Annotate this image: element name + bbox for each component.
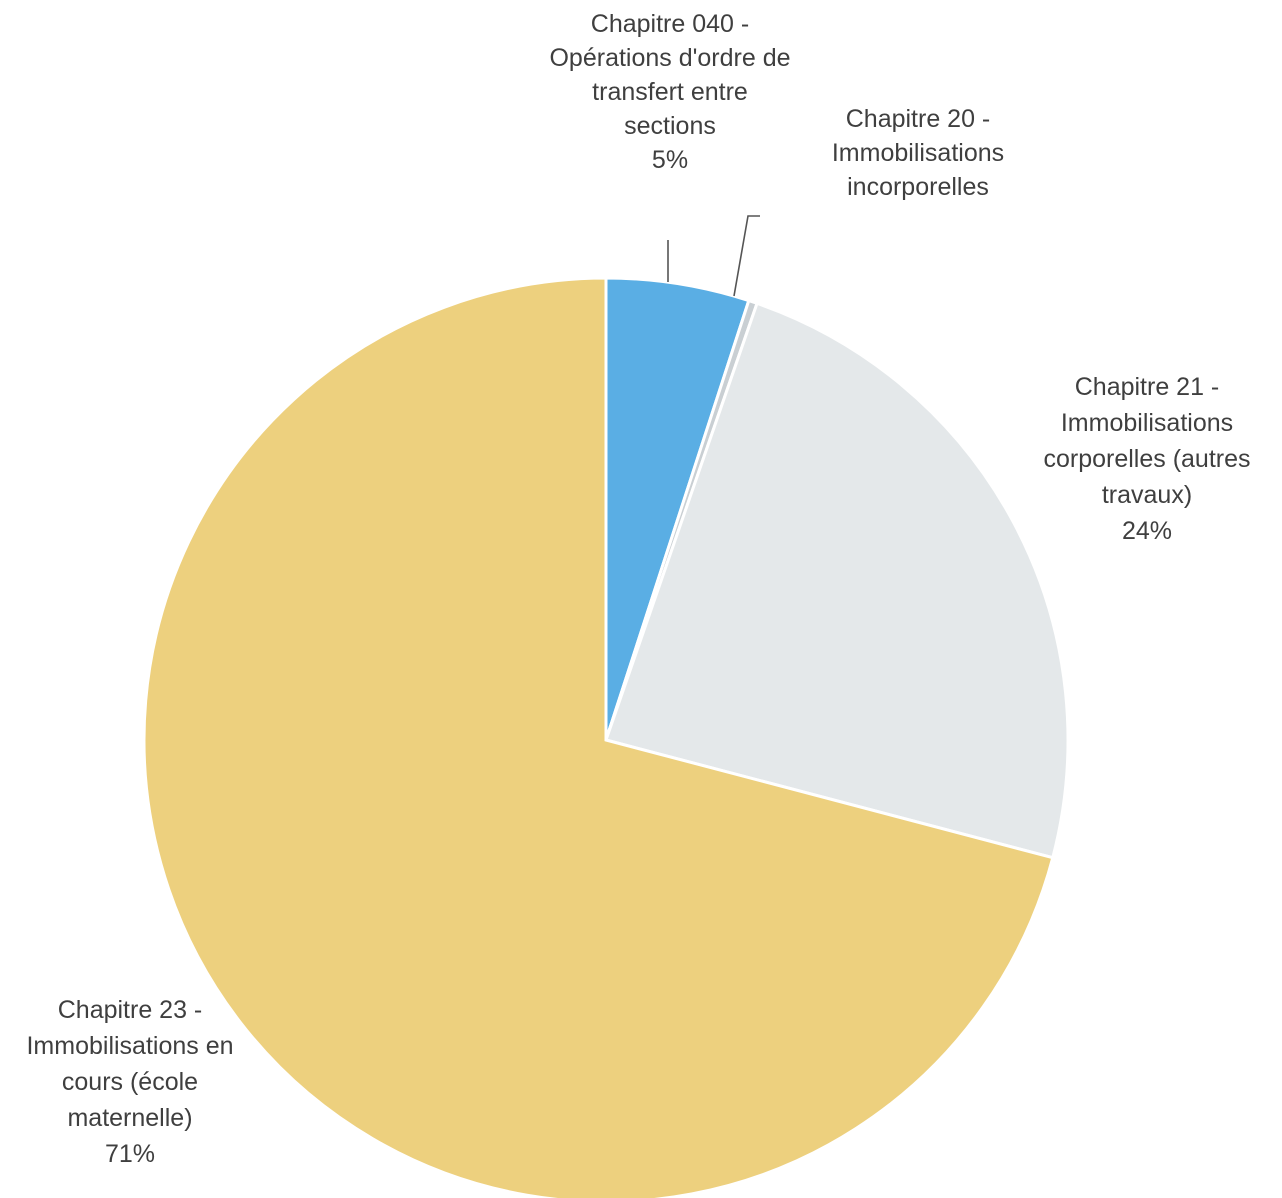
slice-label-4: Chapitre 23 - Immobilisations en cours (éc… xyxy=(26,996,233,1168)
slice-label-2: Chapitre 20 - Immobilisations incorporelle… xyxy=(832,105,1004,201)
slice-label-line: Immobilisations xyxy=(832,139,1004,167)
slice-percent: 24% xyxy=(1122,517,1172,545)
slice-label-line: Opérations d'ordre de xyxy=(549,44,790,72)
slice-label-3: Chapitre 21 - Immobilisations corporelles … xyxy=(1043,373,1250,545)
slice-label-line: sections xyxy=(624,112,716,140)
slice-label-line: Chapitre 21 - xyxy=(1075,373,1220,401)
slice-label-line: incorporelles xyxy=(847,173,989,201)
leader-lines xyxy=(667,215,760,297)
slice-label-line: Chapitre 040 - xyxy=(591,10,749,38)
pie-slice-3 xyxy=(604,301,1070,860)
slice-label-line: Chapitre 20 - xyxy=(846,105,991,133)
pie-slice-4 xyxy=(142,276,1055,1198)
slice-label-line: travaux) xyxy=(1102,481,1192,509)
leader-line-2 xyxy=(733,215,760,297)
pie-slices xyxy=(142,276,1070,1198)
pie-slice-1 xyxy=(604,276,751,741)
slice-label-line: maternelle) xyxy=(67,1104,192,1132)
slice-label-line: Immobilisations xyxy=(1061,409,1233,437)
slice-label-line: corporelles (autres xyxy=(1043,445,1250,473)
slice-label-line: Chapitre 23 - xyxy=(58,996,203,1024)
slice-percent: 5% xyxy=(652,146,688,174)
slice-percent: 71% xyxy=(105,1140,155,1168)
slice-label-line: transfert entre xyxy=(592,78,748,106)
slice-labels: Chapitre 040 - Opérations d'ordre de trans… xyxy=(26,10,1250,1168)
slice-label-1: Chapitre 040 - Opérations d'ordre de trans… xyxy=(549,10,790,174)
slice-label-line: cours (école xyxy=(62,1068,198,1096)
slice-label-line: Immobilisations en xyxy=(26,1032,233,1060)
